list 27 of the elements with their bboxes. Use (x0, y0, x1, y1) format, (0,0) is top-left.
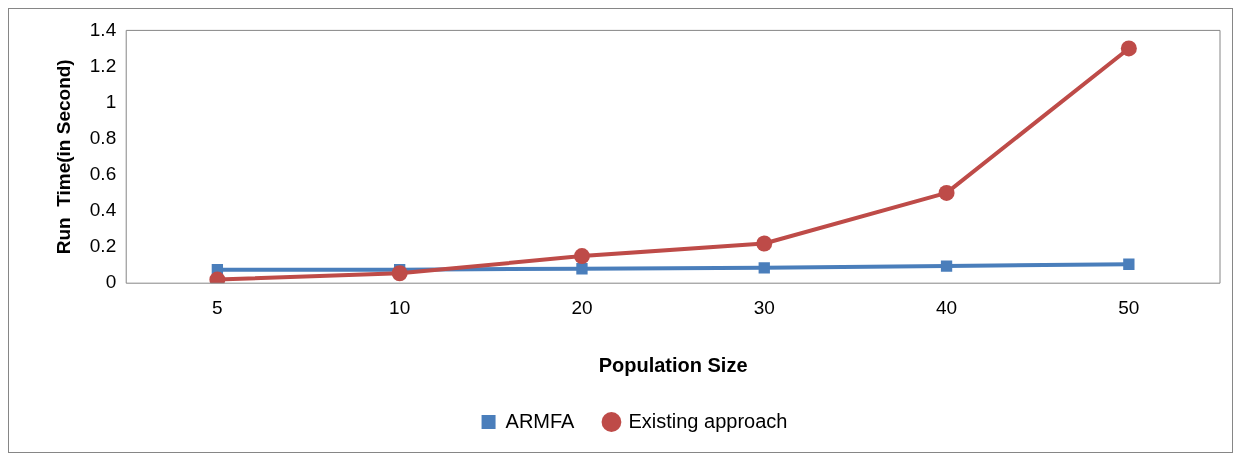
x-tick-label: 20 (571, 296, 593, 318)
y-tick-label: 1.4 (89, 18, 117, 40)
x-tick-label: 40 (935, 296, 958, 318)
point (1120, 40, 1137, 57)
point (756, 235, 773, 252)
y-tick-label: 0.2 (89, 235, 117, 257)
y-axis-title: Run Time(in Second) (52, 59, 74, 255)
point (940, 260, 953, 272)
y-tick-label: 1.2 (89, 54, 117, 76)
point (758, 262, 770, 274)
y-tick-label: 0.8 (89, 126, 117, 148)
legend-label: ARMFA (505, 409, 576, 432)
x-tick-label: 10 (389, 296, 411, 318)
y-tick-label: 0.6 (89, 163, 117, 185)
legend-label: Existing approach (628, 409, 788, 432)
y-tick-label: 1 (105, 90, 117, 112)
y-tick-label: 0 (105, 271, 117, 293)
x-tick-label: 30 (753, 296, 775, 318)
point (1123, 258, 1135, 270)
y-tick-label: 0.4 (89, 199, 117, 221)
point (573, 248, 590, 265)
point (576, 263, 588, 275)
point (391, 265, 408, 282)
point (938, 184, 955, 201)
x-axis-title: Population Size (598, 353, 748, 376)
x-tick-label: 50 (1118, 296, 1140, 318)
x-tick-label: 5 (212, 296, 223, 318)
